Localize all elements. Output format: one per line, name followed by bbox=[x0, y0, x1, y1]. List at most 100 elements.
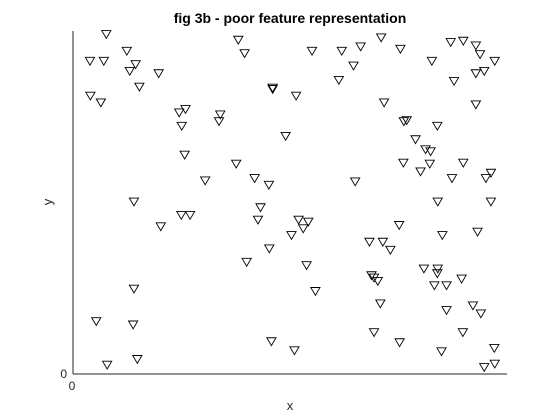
data-point bbox=[214, 118, 223, 126]
data-point bbox=[86, 92, 95, 100]
plot-axes bbox=[73, 31, 507, 374]
data-point bbox=[186, 211, 195, 219]
data-point bbox=[292, 92, 301, 100]
data-point bbox=[201, 177, 210, 185]
data-point bbox=[294, 216, 303, 224]
data-point bbox=[253, 216, 262, 224]
data-point bbox=[287, 232, 296, 240]
data-point bbox=[133, 356, 142, 364]
data-point bbox=[395, 339, 404, 347]
data-point bbox=[129, 285, 138, 293]
x-tick-label-zero: 0 bbox=[69, 379, 76, 393]
data-point bbox=[290, 347, 299, 355]
data-point bbox=[156, 223, 165, 231]
data-point bbox=[476, 310, 485, 318]
data-point bbox=[125, 67, 134, 75]
data-point bbox=[337, 47, 346, 55]
data-point bbox=[265, 245, 274, 253]
data-point bbox=[446, 39, 455, 47]
data-point bbox=[481, 175, 490, 183]
data-point bbox=[490, 344, 499, 352]
data-point bbox=[299, 225, 308, 233]
data-point bbox=[430, 282, 439, 290]
data-point bbox=[99, 57, 108, 65]
y-tick-label-zero: 0 bbox=[60, 367, 67, 381]
data-point bbox=[129, 321, 138, 329]
data-point bbox=[395, 222, 404, 230]
data-point bbox=[154, 70, 163, 78]
data-point bbox=[433, 270, 442, 278]
data-point bbox=[471, 42, 480, 50]
data-point bbox=[135, 83, 144, 91]
data-markers bbox=[85, 31, 499, 372]
data-point bbox=[442, 307, 451, 315]
data-point bbox=[234, 36, 243, 44]
data-point bbox=[96, 99, 105, 107]
data-point bbox=[180, 151, 189, 159]
data-point bbox=[475, 51, 484, 59]
data-point bbox=[378, 238, 387, 246]
data-point bbox=[437, 348, 446, 356]
data-point bbox=[267, 338, 276, 346]
data-point bbox=[302, 262, 311, 270]
data-point bbox=[486, 198, 495, 206]
data-point bbox=[240, 50, 249, 58]
data-point bbox=[377, 34, 386, 42]
data-point bbox=[369, 329, 378, 337]
data-point bbox=[442, 282, 451, 290]
data-point bbox=[486, 169, 495, 177]
data-point bbox=[264, 181, 273, 189]
data-point bbox=[426, 148, 435, 156]
data-point bbox=[425, 160, 434, 168]
data-point bbox=[334, 76, 343, 84]
data-point bbox=[311, 288, 320, 296]
data-point bbox=[177, 211, 186, 219]
data-point bbox=[175, 109, 184, 117]
data-point bbox=[411, 136, 420, 144]
data-point bbox=[459, 159, 468, 167]
data-point bbox=[349, 62, 358, 70]
x-axis-label: x bbox=[287, 398, 294, 413]
data-point bbox=[438, 232, 447, 240]
data-point bbox=[103, 361, 112, 369]
data-point bbox=[433, 198, 442, 206]
data-point bbox=[471, 101, 480, 109]
data-point bbox=[449, 77, 458, 85]
data-point bbox=[471, 70, 480, 78]
data-point bbox=[396, 45, 405, 53]
data-point bbox=[490, 57, 499, 65]
data-point bbox=[419, 265, 428, 273]
data-point bbox=[468, 302, 477, 310]
data-point bbox=[416, 168, 425, 176]
data-point bbox=[447, 175, 456, 183]
data-point bbox=[242, 258, 251, 266]
data-point bbox=[457, 275, 466, 283]
data-point bbox=[307, 47, 316, 55]
data-point bbox=[256, 204, 265, 212]
data-point bbox=[365, 238, 374, 246]
data-point bbox=[379, 99, 388, 107]
data-point bbox=[458, 329, 467, 337]
data-point bbox=[459, 37, 468, 45]
data-point bbox=[433, 122, 442, 130]
data-point bbox=[92, 318, 101, 326]
data-point bbox=[177, 122, 186, 130]
data-point bbox=[232, 160, 241, 168]
data-point bbox=[250, 175, 259, 183]
data-point bbox=[473, 228, 482, 236]
chart-title: fig 3b - poor feature representation bbox=[174, 10, 407, 26]
data-point bbox=[480, 364, 489, 372]
data-point bbox=[386, 246, 395, 254]
data-point bbox=[427, 57, 436, 65]
data-point bbox=[480, 67, 489, 75]
y-axis-label: y bbox=[40, 198, 55, 205]
data-point bbox=[399, 159, 408, 167]
data-point bbox=[490, 360, 499, 368]
data-point bbox=[281, 132, 290, 140]
data-point bbox=[102, 31, 111, 39]
data-point bbox=[129, 198, 138, 206]
data-point bbox=[376, 300, 385, 308]
data-point bbox=[356, 43, 365, 51]
data-point bbox=[85, 57, 94, 65]
